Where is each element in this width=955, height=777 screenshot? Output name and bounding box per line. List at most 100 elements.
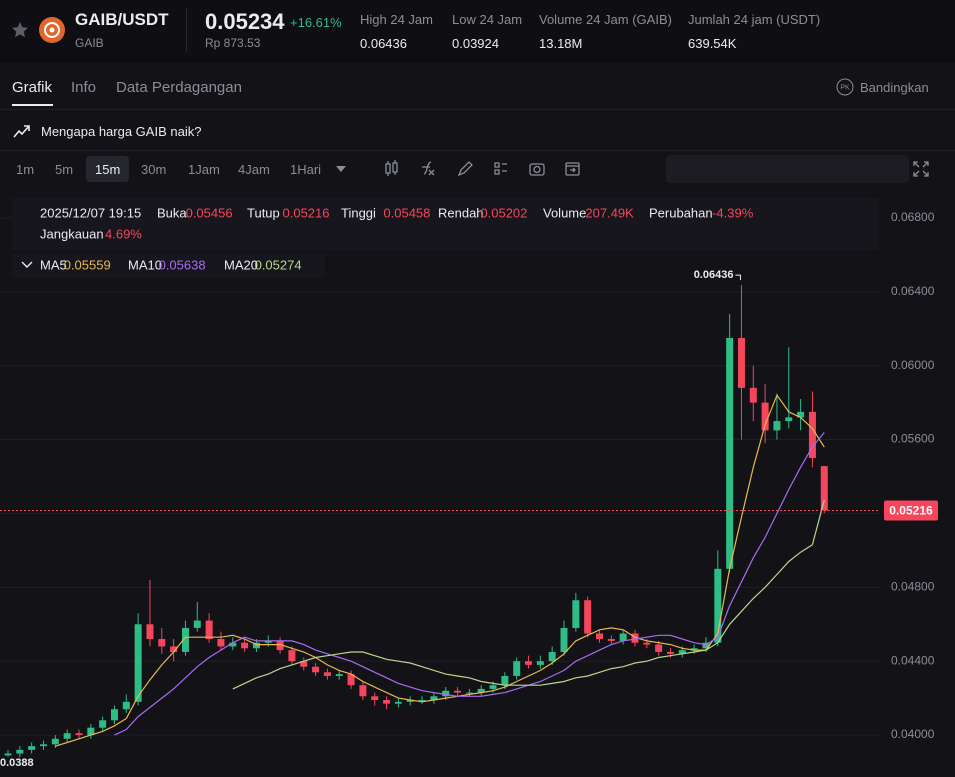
y-tick-label: 0.05600 [891, 432, 935, 446]
interval[interactable]: 5m [55, 162, 74, 177]
legend-value: 0.05216 [283, 205, 330, 220]
last-price-box [884, 500, 938, 521]
stat-label: High 24 Jam [360, 12, 433, 27]
candle-body [335, 674, 343, 676]
candle-body [489, 685, 497, 689]
max-label: 0.06436 [694, 269, 734, 281]
y-tick-label: 0.04800 [891, 579, 935, 593]
ma-line [55, 393, 825, 747]
candle-body [596, 633, 603, 640]
candle-body [454, 690, 462, 693]
interval[interactable]: 1Jam [188, 162, 220, 177]
tab[interactable]: Info [71, 79, 97, 96]
candle [596, 629, 603, 643]
stat-label: Jumlah 24 jam (USDT) [688, 12, 821, 27]
candle-body [110, 709, 118, 721]
interval[interactable]: 30m [141, 162, 167, 177]
interval[interactable]: 1Hari [290, 162, 322, 177]
legend-label: Tinggi [341, 205, 376, 220]
candle [193, 602, 201, 632]
y-tick-label: 0.04000 [891, 727, 935, 741]
banner-text[interactable]: Mengapa harga GAIB naik? [41, 124, 202, 139]
candle-body [193, 620, 201, 628]
star-icon[interactable] [11, 21, 29, 39]
candle [477, 685, 485, 697]
interval[interactable]: 4Jam [238, 162, 270, 177]
tab[interactable]: Data Perdagangan [116, 79, 242, 96]
stat-value: 639.54K [688, 36, 737, 51]
ohlc-legend-bg [12, 198, 878, 250]
compare-icon[interactable]: PK [836, 78, 854, 96]
candle-body [584, 600, 592, 634]
candle [217, 631, 225, 651]
candle-body [122, 701, 130, 710]
candle-body [87, 727, 95, 736]
candle [560, 620, 568, 656]
candle [87, 723, 95, 739]
candle [773, 393, 781, 440]
candle [383, 696, 391, 710]
last-price: 0.05234 [205, 9, 285, 34]
interval[interactable]: 1m [16, 162, 35, 177]
candle-body [4, 753, 12, 756]
candle-body [808, 411, 816, 459]
price-axis-bg [880, 188, 955, 777]
candle [394, 698, 402, 708]
candle [241, 639, 249, 652]
fiat-price: Rp 873.53 [205, 36, 261, 50]
candle-body [572, 600, 580, 628]
candle-body [785, 417, 793, 422]
fullscreen-icon[interactable] [912, 160, 930, 178]
candle-body [359, 685, 367, 697]
candle [300, 657, 308, 671]
view-switch [666, 155, 909, 183]
candle [454, 687, 462, 697]
candle-body [300, 661, 308, 667]
candle-body [323, 672, 331, 676]
candle-body [619, 633, 627, 641]
candle [4, 749, 12, 757]
candle [359, 681, 367, 700]
separator [0, 109, 955, 110]
header: GAIB/USDT GAIB 0.05234 +16.61% Rp 873.53… [0, 0, 955, 60]
candle-body [205, 620, 213, 640]
candle-body [146, 624, 154, 640]
ma-legend-value: 0.05559 [64, 257, 111, 272]
candle-body [134, 624, 142, 702]
max-arrow [735, 274, 741, 281]
candle-body [607, 639, 615, 641]
candle-body [170, 646, 178, 652]
candle-body [737, 337, 745, 388]
legend-label: 2025/12/07 19:15 [40, 205, 141, 220]
candle [655, 640, 663, 656]
candle-body [312, 666, 320, 673]
candle-body [252, 642, 260, 649]
last-price-label: 0.05216 [889, 504, 933, 518]
candle [406, 696, 414, 706]
candle-body [264, 640, 272, 643]
y-tick-label: 0.06400 [891, 284, 935, 298]
candle [619, 629, 627, 645]
ma-legend-toggle [21, 261, 33, 268]
compare-label[interactable]: Bandingkan [860, 80, 929, 95]
candle [797, 398, 805, 431]
interval[interactable]: 15m [95, 162, 121, 177]
stat-value: 0.03924 [452, 36, 499, 51]
legend-label: Tutup [247, 205, 280, 220]
candle-body [276, 640, 284, 651]
legend-value: 0.05202 [480, 205, 527, 220]
interval-dropdown[interactable] [335, 164, 347, 174]
divider [186, 8, 187, 52]
ma-legend-bg [12, 254, 325, 278]
candle [726, 313, 734, 573]
ma-legend-name: MA5 [40, 257, 67, 272]
candle-body [761, 402, 769, 431]
candle [205, 613, 213, 643]
tab[interactable]: Grafik [12, 79, 53, 96]
compare-icon-text: PK [840, 84, 850, 91]
stat-value: 13.18M [539, 36, 583, 51]
candle-body [797, 411, 805, 418]
candle [134, 613, 142, 706]
candle [323, 668, 331, 680]
candle [536, 655, 544, 669]
